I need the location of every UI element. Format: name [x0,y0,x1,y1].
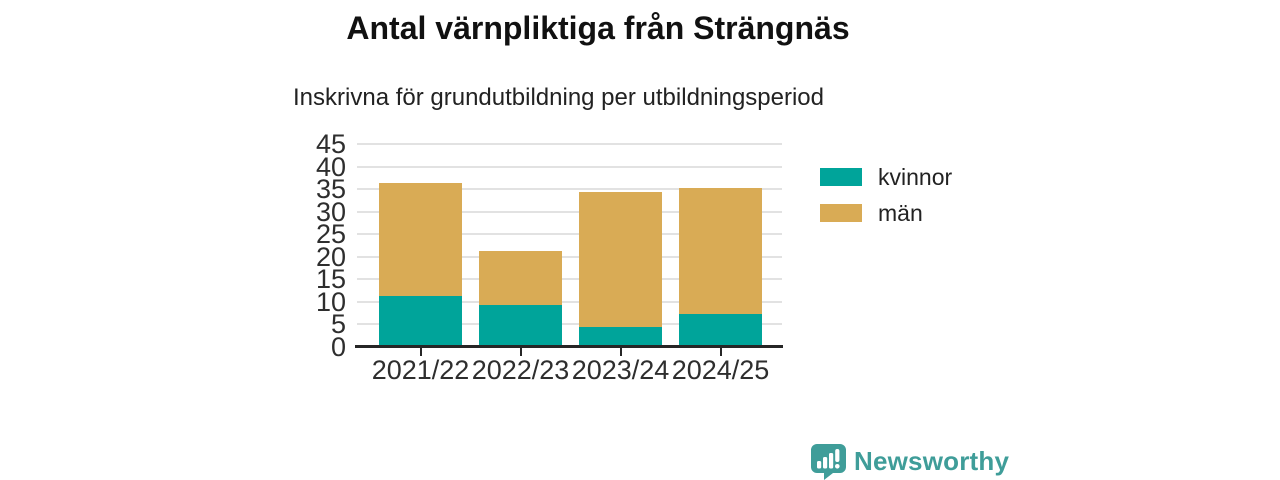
y-axis-tick-label: 40 [315,151,346,182]
chart-legend: kvinnor män [820,165,952,237]
gridline-y-30 [357,210,782,213]
legend-swatch-icon [820,168,862,186]
bar-segment-kvinnor-2024/25 [679,313,762,345]
gridline-y-35 [357,188,782,190]
legend-swatch-icon [820,204,862,222]
legend-label: män [878,200,923,226]
gridline-y-5 [357,323,782,325]
legend-item-kvinnor: kvinnor [820,165,952,189]
y-axis-tick-label: 25 [315,219,346,249]
x-axis-tick [719,348,722,356]
x-axis-category-label: 2024/25 [671,355,770,385]
bar-segment-kvinnor-2022/23 [479,304,562,345]
y-axis-tick-label: 15 [315,264,346,294]
y-axis-tick-label: 20 [315,241,346,272]
x-axis-tick [519,348,522,356]
y-axis-tick-label: 35 [315,174,346,204]
gridline-y-10 [357,300,782,303]
bar-segment-män-2021/22 [379,183,462,296]
bar-segment-män-2024/25 [679,187,762,314]
x-axis-line [355,345,783,348]
bar-segment-kvinnor-2021/22 [379,295,462,345]
legend-label: kvinnor [878,164,953,190]
bar-segment-män-2022/23 [479,250,562,305]
gridline-y-45 [357,143,782,145]
newsworthy-logo: Newsworthy [810,443,1009,480]
x-axis-tick [619,348,622,356]
y-axis-tick-label: 0 [330,331,346,362]
x-axis-category-label: 2023/24 [571,355,670,385]
gridline-y-40 [357,165,782,168]
gridline-y-15 [357,278,782,280]
x-axis-category-label: 2022/23 [471,355,570,385]
y-axis-tick-label: 5 [330,309,346,339]
y-axis-tick-label: 10 [315,286,346,317]
legend-item-män: män [820,201,952,225]
y-axis-tick-label: 30 [315,196,346,227]
gridline-y-20 [357,255,782,258]
x-axis-category-label: 2021/22 [371,355,470,385]
newsworthy-bar-chart-bubble-icon [811,444,846,480]
newsworthy-wordmark: Newsworthy [854,446,1010,476]
x-axis-tick [419,348,422,356]
bar-segment-män-2023/24 [579,192,662,327]
chart-subtitle: Inskrivna för grundutbildning per utbild… [293,84,824,111]
gridline-y-25 [357,233,782,235]
chart-title: Antal värnpliktiga från Strängnäs [346,10,850,46]
y-axis-tick-label: 45 [315,129,346,159]
bar-segment-kvinnor-2023/24 [579,327,662,345]
